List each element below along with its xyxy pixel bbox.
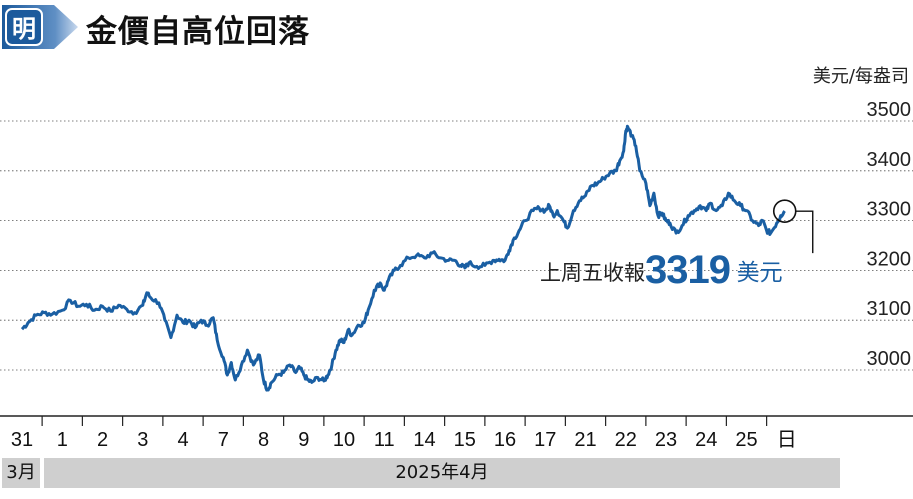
callout-suffix: 美元 (736, 260, 783, 286)
x-tick-label-5: 7 (218, 429, 229, 451)
x-tick-label-17: 24 (695, 429, 717, 451)
y-tick-label-3000: 3000 (867, 348, 912, 370)
x-tick-label-10: 14 (413, 429, 435, 451)
x-tick-label-4: 4 (177, 429, 188, 451)
x-tick-label-18: 25 (735, 429, 757, 451)
x-tick-label-11: 15 (454, 429, 476, 451)
x-tick-label-15: 22 (615, 429, 637, 451)
x-tick-label-9: 11 (374, 429, 395, 451)
x-tick-label-2: 2 (97, 429, 108, 451)
header: 明 金價自高位回落 (0, 0, 913, 56)
callout-leader-line (795, 210, 814, 254)
ming-pao-logo: 明 (2, 5, 78, 49)
x-tick-label-19: 日 (777, 429, 797, 451)
month-bar-april: 2025年4月 (44, 458, 840, 488)
x-tick-label-13: 17 (534, 429, 556, 451)
series-line-gold-price (20, 124, 786, 392)
x-tick-label-8: 10 (333, 429, 355, 451)
chart-title: 金價自高位回落 (86, 14, 310, 50)
y-tick-labels: 3000 3100 3200 3300 3400 3500 (867, 99, 912, 370)
y-tick-label-3200: 3200 (867, 248, 912, 270)
x-tick-label-14: 21 (574, 429, 596, 451)
y-tick-label-3100: 3100 (867, 298, 912, 320)
callout-value: 3319 (645, 248, 731, 292)
x-tick-label-0: 31 (11, 429, 33, 451)
x-tick-label-16: 23 (655, 429, 677, 451)
x-tick-label-1: 1 (57, 429, 68, 451)
y-tick-label-3300: 3300 (867, 199, 912, 221)
gridlines (0, 120, 913, 371)
callout-prefix: 上周五收報 (540, 261, 645, 285)
x-tick-label-7: 9 (298, 429, 309, 451)
logo-glyph: 明 (12, 15, 36, 43)
month-bar-march: 3月 (2, 458, 40, 488)
callout-close-price: 上周五收報3319 美元 (540, 250, 783, 293)
x-tick-label-3: 3 (137, 429, 148, 451)
y-tick-label-3500: 3500 (867, 99, 912, 121)
unit-label: 美元/每盎司 (812, 66, 909, 87)
y-tick-label-3400: 3400 (867, 149, 912, 171)
x-tick-label-12: 16 (494, 429, 516, 451)
x-tick-label-6: 8 (258, 429, 269, 451)
x-tick-labels: 31 1 2 3 4 7 8 9 10 11 14 15 16 17 21 22 23 24 25 日 (11, 416, 797, 451)
